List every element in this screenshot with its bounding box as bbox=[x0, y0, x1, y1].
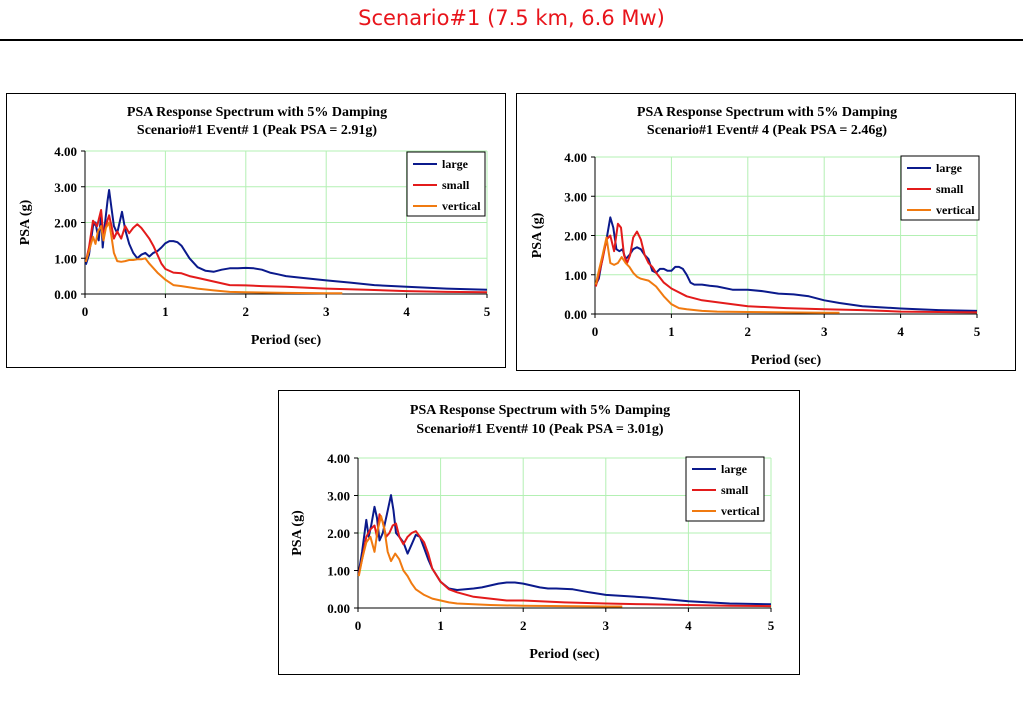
chart-legend: large small vertical bbox=[900, 155, 980, 221]
x-tick-label: 1 bbox=[437, 618, 444, 633]
y-tick-label: 1.00 bbox=[54, 251, 77, 266]
title-divider bbox=[0, 39, 1023, 41]
y-tick-label: 3.00 bbox=[54, 180, 77, 195]
series-line-large bbox=[594, 216, 978, 312]
chart-event-4: PSA Response Spectrum with 5% Damping Sce… bbox=[516, 93, 1016, 371]
x-tick-label: 4 bbox=[403, 304, 410, 319]
x-tick-label: 1 bbox=[162, 304, 169, 319]
y-tick-label: 1.00 bbox=[564, 268, 587, 283]
legend-label-small: small bbox=[442, 178, 470, 192]
y-tick-label: 0.00 bbox=[564, 307, 587, 322]
series-line-small bbox=[594, 222, 978, 314]
chart-subtitle: Scenario#1 Event# 10 (Peak PSA = 3.01g) bbox=[416, 422, 663, 437]
x-tick-label: 1 bbox=[668, 324, 675, 339]
chart-legend: large small vertical bbox=[406, 151, 486, 217]
chart-title: PSA Response Spectrum with 5% Damping bbox=[127, 105, 387, 120]
legend-label-large: large bbox=[936, 161, 963, 175]
legend-label-small: small bbox=[936, 182, 964, 196]
chart-title: PSA Response Spectrum with 5% Damping bbox=[637, 105, 897, 120]
chart-subtitle: Scenario#1 Event# 4 (Peak PSA = 2.46g) bbox=[647, 123, 887, 138]
legend-label-vertical: vertical bbox=[442, 199, 481, 213]
chart-svg: PSA Response Spectrum with 5% Damping Sce… bbox=[290, 403, 775, 662]
y-tick-label: 2.00 bbox=[54, 216, 77, 231]
y-tick-label: 2.00 bbox=[327, 526, 350, 541]
y-tick-label: 4.00 bbox=[564, 150, 587, 165]
page-title: Scenario#1 (7.5 km, 6.6 Mw) bbox=[358, 6, 665, 30]
x-tick-label: 0 bbox=[82, 304, 89, 319]
legend-label-vertical: vertical bbox=[721, 504, 760, 518]
chart-event-1: PSA Response Spectrum with 5% Damping Sce… bbox=[6, 93, 506, 368]
x-axis-label: Period (sec) bbox=[251, 333, 322, 348]
series-line-small bbox=[84, 209, 488, 294]
x-tick-label: 5 bbox=[768, 618, 775, 633]
chart-title: PSA Response Spectrum with 5% Damping bbox=[410, 403, 670, 418]
x-axis-label: Period (sec) bbox=[529, 647, 600, 662]
chart-event-10: PSA Response Spectrum with 5% Damping Sce… bbox=[278, 390, 800, 675]
x-tick-label: 0 bbox=[592, 324, 599, 339]
y-tick-label: 3.00 bbox=[327, 489, 350, 504]
legend-label-large: large bbox=[721, 462, 748, 476]
legend-label-vertical: vertical bbox=[936, 203, 975, 217]
x-tick-label: 3 bbox=[323, 304, 330, 319]
series-line-large bbox=[84, 189, 488, 291]
y-tick-label: 2.00 bbox=[564, 229, 587, 244]
y-axis-label: PSA (g) bbox=[530, 212, 545, 258]
y-axis-label: PSA (g) bbox=[290, 510, 305, 556]
x-axis-label: Period (sec) bbox=[751, 353, 822, 368]
x-tick-label: 5 bbox=[974, 324, 981, 339]
y-tick-label: 4.00 bbox=[54, 144, 77, 159]
series-line-vertical bbox=[357, 515, 623, 608]
series-line-vertical bbox=[594, 236, 840, 314]
y-tick-label: 3.00 bbox=[564, 189, 587, 204]
x-tick-label: 2 bbox=[243, 304, 250, 319]
y-tick-label: 4.00 bbox=[327, 451, 350, 466]
legend-label-small: small bbox=[721, 483, 749, 497]
x-tick-label: 2 bbox=[520, 618, 527, 633]
x-tick-label: 2 bbox=[745, 324, 752, 339]
legend-label-large: large bbox=[442, 157, 469, 171]
chart-legend: large small vertical bbox=[685, 456, 765, 522]
x-tick-label: 3 bbox=[603, 618, 610, 633]
x-tick-label: 0 bbox=[355, 618, 362, 633]
y-tick-label: 0.00 bbox=[327, 601, 350, 616]
series-line-vertical bbox=[84, 221, 343, 295]
y-axis-label: PSA (g) bbox=[18, 199, 33, 245]
y-tick-label: 0.00 bbox=[54, 287, 77, 302]
chart-subtitle: Scenario#1 Event# 1 (Peak PSA = 2.91g) bbox=[137, 123, 377, 138]
chart-svg: PSA Response Spectrum with 5% Damping Sce… bbox=[530, 105, 981, 368]
chart-svg: PSA Response Spectrum with 5% Damping Sce… bbox=[18, 105, 491, 348]
x-tick-label: 4 bbox=[685, 618, 692, 633]
y-tick-label: 1.00 bbox=[327, 564, 350, 579]
x-tick-label: 4 bbox=[897, 324, 904, 339]
x-tick-label: 5 bbox=[484, 304, 491, 319]
x-tick-label: 3 bbox=[821, 324, 828, 339]
